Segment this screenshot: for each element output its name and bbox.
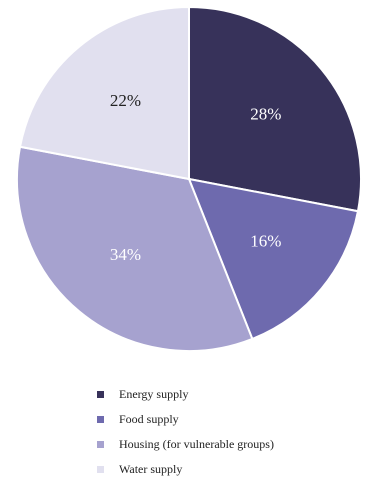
- pie-label-housing: 34%: [110, 245, 141, 264]
- legend-label-water-supply: Water supply: [119, 462, 183, 476]
- legend-item-housing: Housing (for vulnerable groups): [97, 432, 274, 457]
- pie-slice-housing: [16, 145, 254, 352]
- pie-label-water-supply: 22%: [110, 91, 141, 110]
- legend-item-water-supply: Water supply: [97, 457, 274, 482]
- legend-item-energy-supply: Energy supply: [97, 382, 274, 407]
- pie-slice-water-supply: [18, 5, 190, 181]
- legend: Energy supply Food supply Housing (for v…: [97, 382, 274, 482]
- pie-slice-energy-supply: [188, 5, 362, 213]
- legend-swatch-food-supply: [97, 416, 104, 423]
- legend-label-housing: Housing (for vulnerable groups): [119, 437, 274, 451]
- pie-slice-food-supply: [187, 177, 360, 341]
- pie-svg: 28% 16% 34% 22%: [16, 5, 362, 352]
- pie-label-energy-supply: 28%: [250, 104, 281, 123]
- legend-item-food-supply: Food supply: [97, 407, 274, 432]
- legend-swatch-energy-supply: [97, 391, 104, 398]
- legend-label-food-supply: Food supply: [119, 412, 179, 426]
- legend-label-energy-supply: Energy supply: [119, 387, 189, 401]
- legend-swatch-water-supply: [97, 466, 104, 473]
- legend-swatch-housing: [97, 441, 104, 448]
- pie-label-food-supply: 16%: [250, 231, 281, 250]
